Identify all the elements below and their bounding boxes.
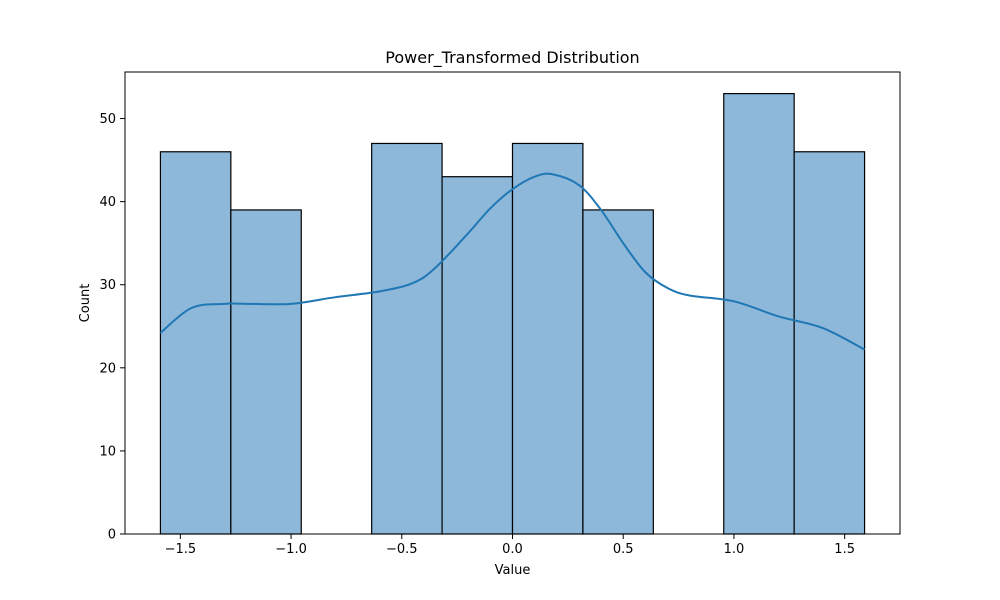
x-tick-label: 1.5 bbox=[834, 542, 855, 557]
bars-layer bbox=[159, 93, 866, 535]
histogram-bar bbox=[511, 142, 584, 535]
chart-title: Power_Transformed Distribution bbox=[385, 48, 639, 68]
histogram-bar bbox=[441, 176, 514, 535]
histogram-bar bbox=[582, 209, 654, 535]
y-tick-label: 10 bbox=[99, 444, 116, 459]
histogram-bar bbox=[230, 209, 302, 535]
y-axis-label: Count bbox=[78, 284, 93, 323]
x-tick-label: 0.0 bbox=[502, 542, 523, 557]
histogram-bar bbox=[371, 142, 443, 535]
y-tick-label: 0 bbox=[108, 528, 116, 543]
x-axis-ticks: −1.5 −1.0 −0.5 0.0 0.5 1.0 1.5 bbox=[165, 534, 855, 557]
x-tick-label: −0.5 bbox=[386, 542, 418, 557]
x-tick-label: −1.5 bbox=[165, 542, 197, 557]
y-axis-ticks: 0 10 20 30 40 50 bbox=[99, 112, 125, 543]
x-tick-label: 1.0 bbox=[724, 542, 745, 557]
y-tick-label: 40 bbox=[99, 195, 116, 210]
y-tick-label: 50 bbox=[99, 112, 116, 127]
y-tick-label: 20 bbox=[99, 361, 116, 376]
histogram-bar bbox=[159, 151, 232, 535]
x-axis-label: Value bbox=[495, 563, 531, 578]
histogram-bar bbox=[723, 93, 795, 535]
kde-curve bbox=[159, 172, 866, 351]
y-tick-label: 30 bbox=[99, 278, 116, 293]
x-tick-label: −1.0 bbox=[275, 542, 307, 557]
x-tick-label: 0.5 bbox=[613, 542, 634, 557]
